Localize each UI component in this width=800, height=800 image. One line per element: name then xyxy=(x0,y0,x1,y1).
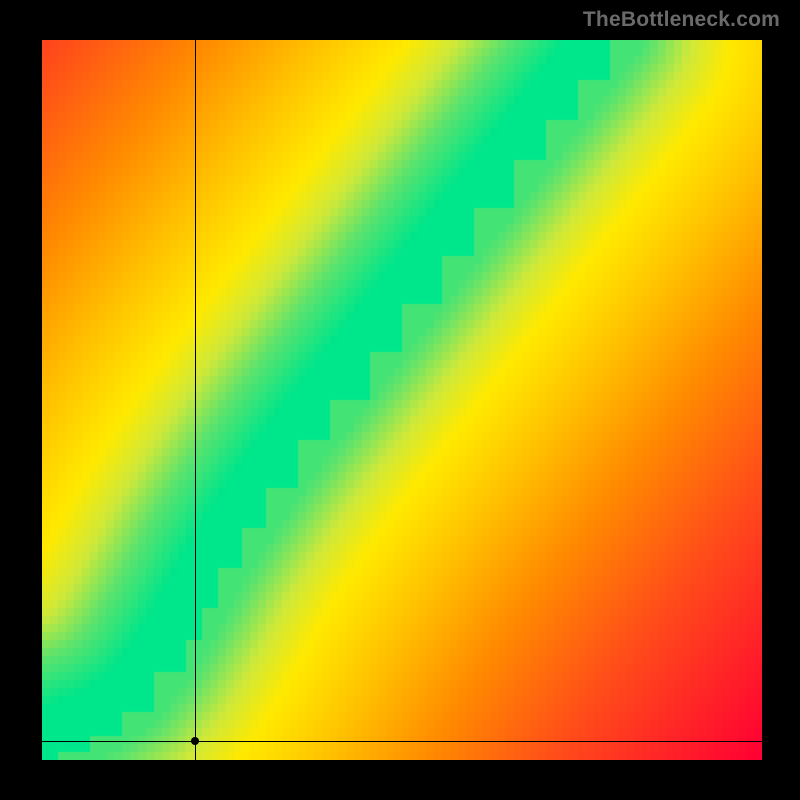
bottleneck-heatmap xyxy=(42,40,762,760)
crosshair-horizontal xyxy=(42,741,762,742)
selection-marker xyxy=(191,737,199,745)
watermark-text: TheBottleneck.com xyxy=(583,8,780,32)
crosshair-vertical xyxy=(195,40,196,760)
